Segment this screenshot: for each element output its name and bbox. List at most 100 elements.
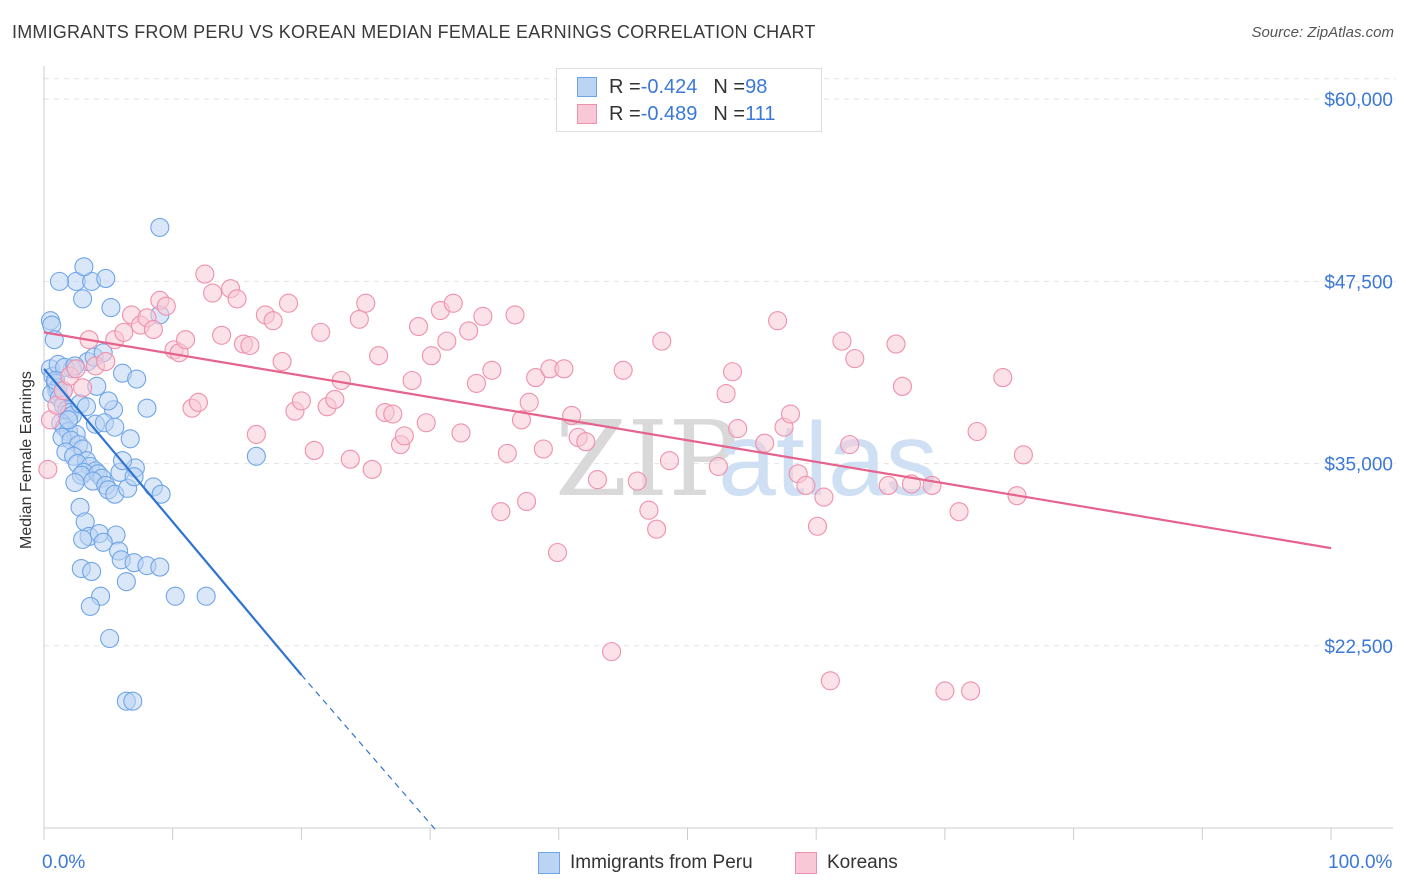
point-koreans: [796, 475, 816, 495]
point-koreans: [820, 671, 840, 691]
point-koreans: [755, 433, 775, 453]
point-koreans: [814, 487, 834, 507]
point-koreans: [949, 502, 969, 522]
point-koreans: [639, 500, 659, 520]
correlation-legend: R = -0.424 N = 98 R = -0.489 N = 111: [556, 68, 822, 132]
point-koreans: [497, 443, 517, 463]
point-koreans: [304, 440, 324, 461]
legend-row-peru: R = -0.424 N = 98: [577, 74, 767, 100]
trend-line-peru: [43, 368, 303, 676]
point-koreans: [886, 334, 906, 354]
point-koreans: [722, 362, 743, 382]
point-koreans: [878, 475, 898, 495]
watermark: ZIP atlas: [555, 398, 938, 520]
trend-line-peru-extension: [300, 674, 437, 832]
point-koreans: [587, 470, 607, 490]
point-koreans: [547, 542, 568, 563]
point-koreans: [362, 459, 382, 479]
point-koreans: [416, 413, 436, 433]
point-koreans: [212, 325, 232, 345]
point-koreans: [526, 368, 546, 388]
point-koreans: [780, 404, 801, 424]
point-peru: [73, 529, 93, 549]
point-koreans: [340, 449, 360, 469]
point-peru: [98, 391, 118, 411]
legend-label-peru: Immigrants from Peru: [570, 852, 753, 873]
points: [38, 217, 1033, 711]
point-koreans: [466, 373, 486, 393]
y-tick-label: $35,000: [1324, 455, 1393, 476]
point-koreans: [627, 471, 647, 491]
gridlines: [44, 78, 1396, 647]
point-koreans: [272, 351, 292, 372]
point-koreans: [554, 359, 574, 379]
point-koreans: [114, 322, 134, 342]
point-peru: [123, 691, 143, 711]
legend-swatch-koreans: [795, 852, 817, 874]
point-koreans: [408, 317, 429, 337]
point-peru: [150, 217, 170, 237]
point-koreans: [246, 424, 266, 444]
point-koreans: [203, 283, 223, 303]
point-peru: [116, 572, 136, 592]
point-koreans: [38, 459, 58, 479]
point-koreans: [73, 378, 93, 398]
point-koreans: [716, 384, 736, 404]
point-peru: [80, 596, 100, 616]
point-peru: [101, 298, 121, 318]
point-koreans: [278, 293, 299, 313]
point-koreans: [240, 335, 260, 356]
series-legend: Immigrants from Peru Koreans: [0, 852, 1406, 878]
trend-lines: [43, 331, 1332, 832]
point-koreans: [505, 305, 525, 325]
point-peru: [127, 369, 147, 389]
point-peru: [96, 268, 116, 289]
legend-item-koreans[interactable]: Koreans: [795, 852, 898, 874]
point-koreans: [459, 321, 479, 341]
legend-item-peru[interactable]: Immigrants from Peru: [538, 852, 753, 874]
point-koreans: [728, 419, 748, 439]
legend-swatch-peru: [538, 852, 560, 874]
x-tick-label-max: 100.0%: [1328, 852, 1393, 873]
point-koreans: [96, 351, 116, 372]
point-koreans: [176, 330, 196, 350]
r-label: R =: [609, 75, 641, 98]
point-koreans: [482, 360, 502, 380]
y-tick-label: $60,000: [1324, 90, 1393, 111]
point-koreans: [832, 331, 852, 351]
point-koreans: [1013, 445, 1033, 465]
point-peru: [82, 561, 102, 581]
point-koreans: [517, 491, 537, 512]
n-value: 111: [745, 102, 776, 125]
point-koreans: [66, 359, 86, 379]
point-koreans: [443, 293, 463, 313]
point-koreans: [961, 681, 981, 701]
point-peru: [49, 271, 69, 291]
point-koreans: [840, 435, 860, 455]
point-peru: [150, 557, 170, 577]
point-koreans: [659, 451, 680, 471]
point-peru: [196, 586, 216, 606]
watermark-zip: ZIP: [555, 398, 738, 520]
point-koreans: [533, 439, 553, 459]
point-koreans: [473, 306, 493, 326]
point-peru: [151, 484, 171, 504]
point-koreans: [325, 389, 345, 409]
legend-swatch-peru: [577, 77, 597, 97]
legend-swatch-koreans: [577, 104, 597, 124]
point-koreans: [519, 392, 539, 412]
point-koreans: [227, 289, 247, 309]
point-koreans: [647, 519, 667, 539]
n-label: N =: [713, 102, 746, 125]
point-koreans: [421, 346, 441, 366]
r-value: -0.489: [640, 102, 698, 125]
point-peru: [100, 628, 120, 649]
point-koreans: [291, 391, 311, 411]
point-koreans: [807, 516, 828, 536]
point-koreans: [311, 322, 331, 342]
point-koreans: [188, 392, 208, 412]
point-peru: [65, 472, 85, 493]
legend-row-koreans: R = -0.489 N = 111: [577, 101, 776, 127]
point-koreans: [349, 309, 369, 329]
